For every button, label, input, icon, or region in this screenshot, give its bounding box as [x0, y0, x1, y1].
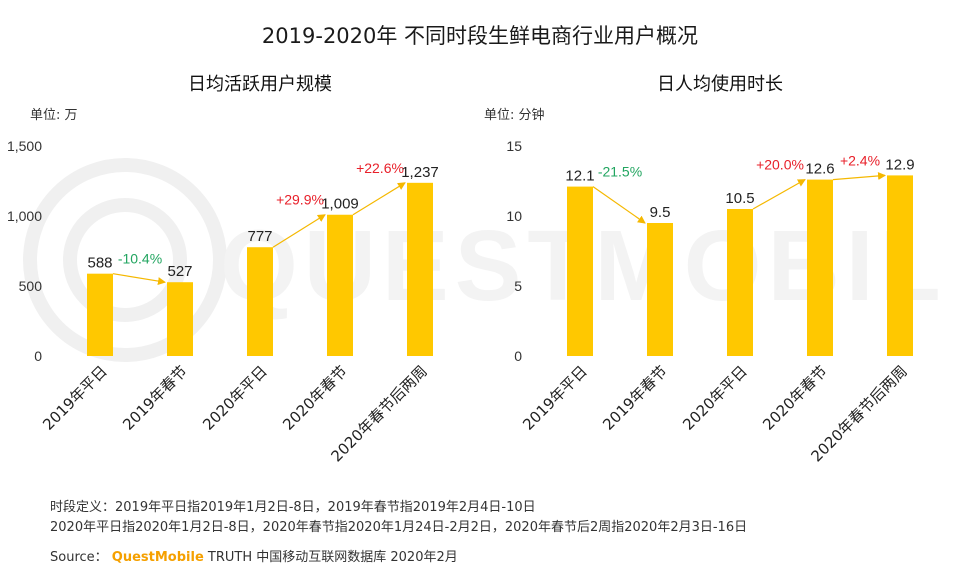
growth-arrow: [112, 273, 166, 286]
value-label: 9.5: [650, 204, 671, 221]
page-title: 2019-2020年 不同时段生鲜电商行业用户概况: [261, 24, 699, 48]
x-category-label: 2019年春节: [119, 362, 191, 434]
growth-arrow: [832, 171, 886, 181]
value-label: 588: [87, 255, 112, 272]
bar: [407, 182, 433, 356]
y-tick-label: 1,500: [7, 138, 42, 154]
x-category-label: 2019年平日: [39, 362, 111, 434]
growth-label: +2.4%: [840, 152, 880, 168]
bar: [647, 223, 673, 356]
y-tick-label: 500: [19, 278, 43, 294]
value-label: 777: [247, 228, 272, 245]
y-tick-label: 0: [34, 348, 42, 364]
value-label: 12.1: [565, 168, 594, 185]
footnote-line-2: 2020年平日指2020年1月2日-8日，2020年春节指2020年1月24日-…: [50, 520, 748, 535]
unit-label-dau: 单位: 万: [30, 108, 78, 123]
chart-usage-time: 0 5 10 15 -21.5% +20.0% +2.4% 12.1 9.5 10.5 12.6 12…: [506, 138, 914, 465]
y-tick-label: 1,000: [7, 208, 42, 224]
chart-dau: 0 500 1,000 1,500 -10.4% +29.9% +22.6% 588 527 77…: [7, 138, 439, 465]
bar: [807, 179, 833, 356]
growth-label: -21.5%: [598, 164, 642, 180]
y-tick-label: 10: [506, 208, 522, 224]
footnote-line-1: 时段定义：2019年平日指2019年1月2日-8日，2019年春节指2019年2…: [50, 500, 536, 515]
growth-arrow: [752, 179, 806, 210]
value-label: 1,009: [321, 196, 359, 213]
growth-label: +22.6%: [356, 160, 404, 176]
bar: [247, 247, 273, 356]
bar: [87, 273, 113, 356]
bar: [167, 282, 193, 356]
x-category-label: 2019年平日: [519, 362, 591, 434]
unit-label-usage-time: 单位: 分钟: [484, 108, 545, 123]
bar: [567, 186, 593, 356]
x-category-label: 2020年平日: [679, 362, 751, 434]
chart-title-dau: 日均活跃用户规模: [188, 74, 332, 95]
x-category-label: 2020年春节: [279, 362, 351, 434]
source-line: Source： QuestMobile TRUTH 中国移动互联网数据库 202…: [50, 546, 458, 565]
bar: [727, 209, 753, 356]
growth-label: +29.9%: [276, 192, 324, 208]
growth-label: +20.0%: [756, 157, 804, 173]
growth-arrow: [592, 186, 646, 224]
growth-label: -10.4%: [118, 251, 162, 267]
source-text: TRUTH 中国移动互联网数据库 2020年2月: [207, 550, 458, 565]
value-label: 527: [167, 263, 192, 280]
x-category-label: 2019年春节: [599, 362, 671, 434]
growth-arrow: [352, 182, 406, 216]
bar: [327, 214, 353, 356]
x-category-label: 2020年平日: [199, 362, 271, 434]
y-tick-label: 0: [514, 348, 522, 364]
value-label: 12.6: [805, 161, 834, 178]
chart-title-usage-time: 日人均使用时长: [657, 74, 783, 95]
x-category-label: 2020年春节: [759, 362, 831, 434]
source-label: Source：: [50, 550, 108, 565]
value-label: 1,237: [401, 164, 439, 181]
bar: [887, 175, 913, 356]
source-brand: QuestMobile: [111, 550, 204, 565]
value-label: 12.9: [885, 156, 914, 173]
y-tick-label: 15: [506, 138, 522, 154]
growth-arrow: [272, 214, 326, 248]
y-tick-label: 5: [514, 278, 522, 294]
value-label: 10.5: [725, 190, 754, 207]
